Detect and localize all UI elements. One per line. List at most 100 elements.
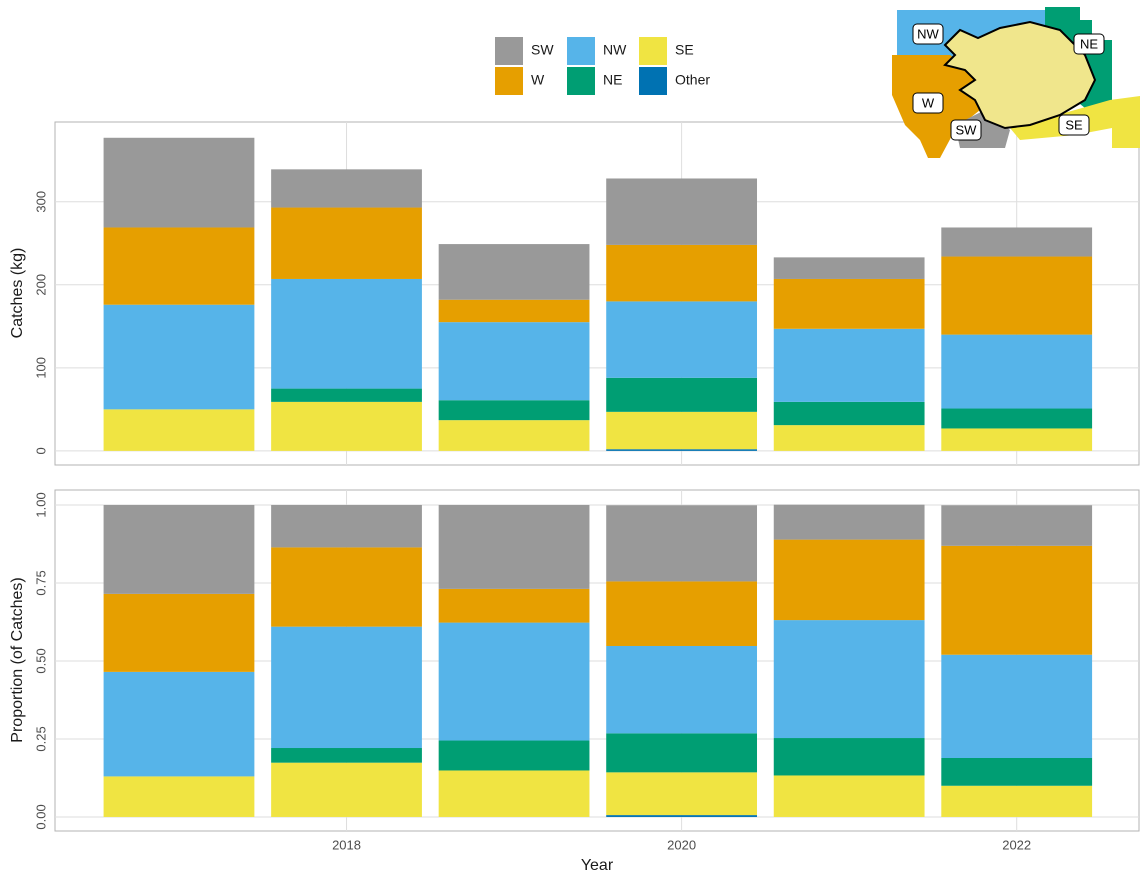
legend-label: W xyxy=(531,72,545,88)
bar-segment xyxy=(438,299,590,323)
bar-segment xyxy=(941,408,1093,429)
legend-label: NW xyxy=(603,42,627,58)
bar-segment xyxy=(773,401,925,426)
map-label: W xyxy=(922,95,935,110)
bar-segment xyxy=(606,301,758,378)
bar-segment xyxy=(438,322,590,401)
y-tick-label: 0.50 xyxy=(33,648,48,673)
bar-segment xyxy=(271,762,422,817)
y-tick-label: 100 xyxy=(33,357,48,379)
y-axis-title: Catches (kg) xyxy=(9,248,26,339)
bar-segment xyxy=(606,815,758,817)
bar-segment xyxy=(271,169,422,208)
y-tick-label: 0.00 xyxy=(33,804,48,829)
bar-segment xyxy=(606,505,758,582)
y-tick-label: 1.00 xyxy=(33,492,48,517)
bar-segment xyxy=(941,428,1093,451)
bar-segment xyxy=(438,420,590,451)
map-label-box xyxy=(950,119,982,141)
legend-label: Other xyxy=(675,72,710,88)
bar-segment xyxy=(941,256,1093,335)
legend-label: NE xyxy=(603,72,622,88)
x-tick-label: 2022 xyxy=(1002,837,1031,852)
legend-key xyxy=(639,67,667,95)
bar-segment xyxy=(941,654,1093,758)
bar-segment xyxy=(438,588,590,623)
bar-segment xyxy=(271,207,422,279)
legend-key xyxy=(567,37,595,65)
map-label-box xyxy=(1058,114,1090,136)
bar-segment xyxy=(606,377,758,412)
bar-segment xyxy=(941,334,1093,409)
map-label: SW xyxy=(956,122,978,137)
y-tick-label: 0 xyxy=(33,447,48,454)
bar-segment xyxy=(606,178,758,245)
panel: 0.00 0.25 0.50 0.75 1.00 2018 2020 2022 xyxy=(33,489,1140,852)
y-axis-title: Proportion (of Catches) xyxy=(9,577,26,742)
bar-segment xyxy=(271,547,422,627)
legend-key xyxy=(495,67,523,95)
map-label-box xyxy=(1073,33,1105,55)
bar-segment xyxy=(606,645,758,734)
legend-label: SW xyxy=(531,42,554,58)
x-axis-title: Year xyxy=(581,857,614,874)
bar-segment xyxy=(103,593,255,672)
bar-segment xyxy=(103,227,255,305)
bar-segment xyxy=(438,400,590,421)
bar-segment xyxy=(103,671,255,777)
bar-segment xyxy=(606,244,758,302)
panel-border xyxy=(54,121,1140,466)
bar-segment xyxy=(773,278,925,329)
map-island xyxy=(943,20,1097,130)
bar-segment xyxy=(773,257,925,279)
bar-segment xyxy=(271,388,422,402)
bar-segment xyxy=(773,775,925,817)
map-label-box xyxy=(912,23,944,45)
y-tick-label: 300 xyxy=(33,191,48,213)
bar-segment xyxy=(103,409,255,451)
map-label: NW xyxy=(917,26,939,41)
legend-key xyxy=(495,37,523,65)
bar-segment xyxy=(773,425,925,451)
x-tick-label: 2018 xyxy=(332,837,361,852)
bar-segment xyxy=(271,278,422,389)
bar-segment xyxy=(271,748,422,763)
map-label: SE xyxy=(1065,117,1083,132)
bar-segment xyxy=(941,757,1093,786)
bar-segment xyxy=(438,244,590,300)
bar-segment xyxy=(103,304,255,410)
map-inset: NW NE W SW SE xyxy=(892,7,1140,158)
bar-segment xyxy=(773,504,925,540)
legend-key xyxy=(567,67,595,95)
bar-segment xyxy=(438,770,590,817)
y-tick-label: 200 xyxy=(33,274,48,296)
bar-segment xyxy=(606,581,758,646)
legend: SW W NW NE SE Other xyxy=(495,37,710,95)
bar-segment xyxy=(438,740,590,771)
bar-segment xyxy=(103,137,255,228)
legend-label: SE xyxy=(675,42,694,58)
bar-segment xyxy=(271,626,422,749)
bar-segment xyxy=(941,785,1093,817)
legend-key xyxy=(639,37,667,65)
bar-segment xyxy=(941,545,1093,655)
bar-segment xyxy=(606,772,758,816)
bar-segment xyxy=(438,622,590,741)
bar-segment xyxy=(773,539,925,621)
bar-segment xyxy=(773,738,925,776)
bar-segment xyxy=(941,505,1093,546)
y-tick-label: 0.25 xyxy=(33,726,48,751)
bar-segment xyxy=(773,620,925,739)
bar-segment xyxy=(606,411,758,450)
bar-segment xyxy=(606,733,758,773)
bar-segment xyxy=(606,449,758,451)
map-label: NE xyxy=(1080,36,1098,51)
panel: 0 100 200 300 xyxy=(33,121,1140,466)
bar-segment xyxy=(773,328,925,402)
bar-segment xyxy=(103,776,255,817)
map-label-box xyxy=(912,92,944,114)
bar-segment xyxy=(941,227,1093,257)
bar-segment xyxy=(438,504,590,589)
bar-segment xyxy=(271,504,422,548)
